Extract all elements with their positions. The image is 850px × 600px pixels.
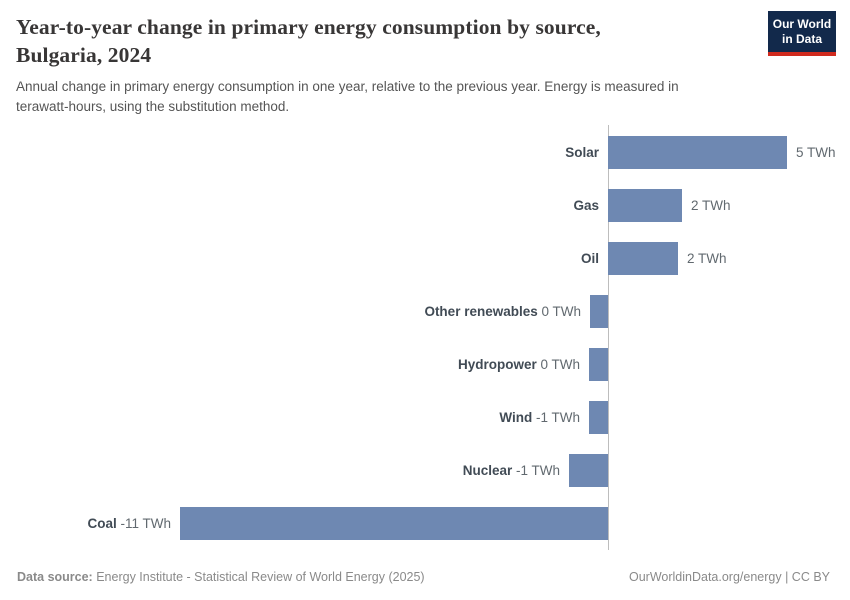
chart-title: Year-to-year change in primary energy co… — [16, 15, 601, 67]
bar[interactable] — [608, 136, 787, 169]
chart-subtitle: Annual change in primary energy consumpt… — [16, 79, 679, 114]
chart-footer: Data source: Energy Institute - Statisti… — [17, 570, 830, 585]
value-label: 2 TWh — [691, 198, 731, 213]
bar-row: 2 TWh Oil — [0, 242, 850, 275]
category-label: Nuclear -1 TWh — [462, 463, 560, 478]
category-label: Hydropower 0 TWh — [457, 357, 580, 372]
category-label: Coal -11 TWh — [87, 516, 171, 531]
category-label: Solar — [565, 145, 599, 160]
bar[interactable] — [608, 242, 678, 275]
value-label: 2 TWh — [687, 251, 727, 266]
chart-header: Year-to-year change in primary energy co… — [16, 14, 740, 116]
owid-logo-line1: Our World — [772, 17, 832, 31]
category-label: Wind -1 TWh — [499, 410, 580, 425]
bar[interactable] — [589, 348, 608, 381]
owid-logo-line2: in Data — [781, 32, 822, 46]
value-label: -1 TWh — [512, 463, 560, 478]
value-label: 0 TWh — [537, 304, 581, 319]
bar[interactable] — [180, 507, 608, 540]
owid-logo[interactable]: Our World in Data — [768, 11, 836, 56]
value-label: 5 TWh — [796, 145, 836, 160]
category-label: Other renewables 0 TWh — [424, 304, 581, 319]
category-label: Gas — [573, 198, 599, 213]
zero-axis-line — [607, 125, 609, 550]
data-source-label: Data source: — [17, 570, 93, 584]
value-label: -11 TWh — [116, 516, 171, 531]
bar-row: Coal -11 TWh — [0, 507, 850, 540]
bar-row: 5 TWh Solar — [0, 136, 850, 169]
bar-row: Other renewables 0 TWh — [0, 295, 850, 328]
bar-row: Wind -1 TWh — [0, 401, 850, 434]
value-label: 0 TWh — [536, 357, 580, 372]
bar[interactable] — [590, 295, 608, 328]
bar-chart: 5 TWh Solar 2 TWh Gas 2 TWh Oil Other renewabl… — [0, 125, 850, 550]
owid-credit-link[interactable]: OurWorldinData.org/energy | CC BY — [628, 570, 830, 584]
bar[interactable] — [608, 189, 682, 222]
bar[interactable] — [589, 401, 608, 434]
data-source-text: Energy Institute - Statistical Review of… — [92, 570, 425, 584]
data-source-note: Data source: Energy Institute - Statisti… — [17, 570, 425, 585]
bar-row: 2 TWh Gas — [0, 189, 850, 222]
bar[interactable] — [569, 454, 608, 487]
bar-row: Hydropower 0 TWh — [0, 348, 850, 381]
category-label: Oil — [580, 251, 599, 266]
bar-row: Nuclear -1 TWh — [0, 454, 850, 487]
value-label: -1 TWh — [532, 410, 580, 425]
